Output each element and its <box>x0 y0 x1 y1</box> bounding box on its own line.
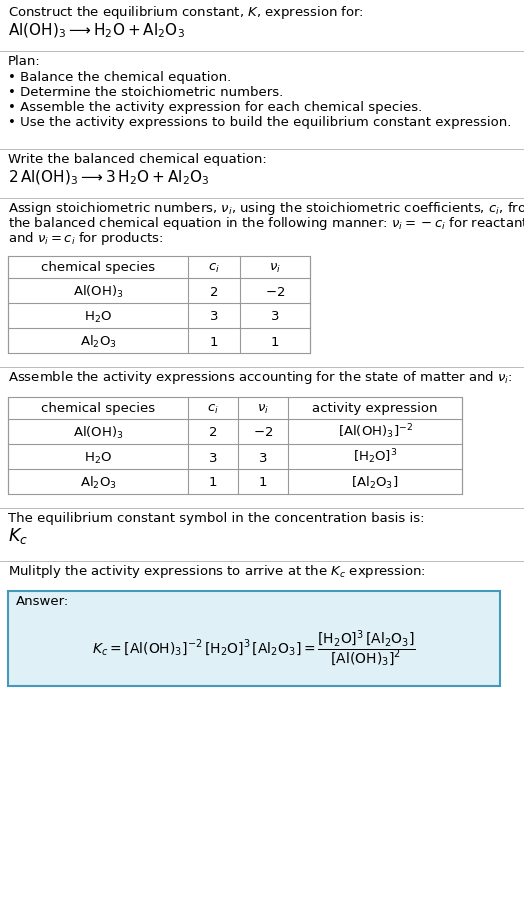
Text: 1: 1 <box>210 335 219 349</box>
Text: 1: 1 <box>271 335 279 349</box>
Text: chemical species: chemical species <box>41 261 155 274</box>
Text: Assign stoichiometric numbers, $\nu_i$, using the stoichiometric coefficients, $: Assign stoichiometric numbers, $\nu_i$, … <box>8 200 524 217</box>
Text: $-2$: $-2$ <box>265 286 285 298</box>
Bar <box>8 256 310 353</box>
Text: $\mathrm{Al(OH)_3}\longrightarrow \mathrm{H_2O+Al_2O_3}$: $\mathrm{Al(OH)_3}\longrightarrow \mathr… <box>8 22 185 40</box>
Text: $\mathrm{H_2O}$: $\mathrm{H_2O}$ <box>84 450 112 466</box>
Text: $c_i$: $c_i$ <box>208 262 220 275</box>
Text: Answer:: Answer: <box>16 595 69 608</box>
Text: 2: 2 <box>210 286 219 298</box>
Bar <box>8 397 462 494</box>
Text: 1: 1 <box>209 476 217 489</box>
Text: and $\nu_i = c_i$ for products:: and $\nu_i = c_i$ for products: <box>8 230 163 247</box>
Text: Plan:: Plan: <box>8 55 41 68</box>
Text: 1: 1 <box>259 476 267 489</box>
Text: Construct the equilibrium constant, $K$, expression for:: Construct the equilibrium constant, $K$,… <box>8 4 364 21</box>
Text: The equilibrium constant symbol in the concentration basis is:: The equilibrium constant symbol in the c… <box>8 512 424 525</box>
Text: $[\mathrm{H_2O}]^{3}$: $[\mathrm{H_2O}]^{3}$ <box>353 448 397 467</box>
Text: chemical species: chemical species <box>41 402 155 415</box>
Text: 3: 3 <box>259 451 267 465</box>
FancyBboxPatch shape <box>8 591 500 686</box>
Text: • Balance the chemical equation.: • Balance the chemical equation. <box>8 71 231 84</box>
Text: $[\mathrm{Al_2O_3}]$: $[\mathrm{Al_2O_3}]$ <box>352 475 399 491</box>
Text: $-2$: $-2$ <box>253 426 273 440</box>
Text: $K_c$: $K_c$ <box>8 526 28 546</box>
Text: $\mathrm{Al(OH)_3}$: $\mathrm{Al(OH)_3}$ <box>73 424 123 441</box>
Text: $\nu_i$: $\nu_i$ <box>269 262 281 275</box>
Text: • Determine the stoichiometric numbers.: • Determine the stoichiometric numbers. <box>8 86 283 99</box>
Text: Assemble the activity expressions accounting for the state of matter and $\nu_i$: Assemble the activity expressions accoun… <box>8 369 512 386</box>
Text: $\mathrm{H_2O}$: $\mathrm{H_2O}$ <box>84 309 112 325</box>
Text: $[\mathrm{Al(OH)_3}]^{-2}$: $[\mathrm{Al(OH)_3}]^{-2}$ <box>337 423 412 441</box>
Text: $\mathrm{Al_2O_3}$: $\mathrm{Al_2O_3}$ <box>80 475 116 491</box>
Text: • Assemble the activity expression for each chemical species.: • Assemble the activity expression for e… <box>8 101 422 114</box>
Text: 3: 3 <box>271 310 279 324</box>
Text: 2: 2 <box>209 426 217 440</box>
Text: $\nu_i$: $\nu_i$ <box>257 403 269 416</box>
Text: 3: 3 <box>209 451 217 465</box>
Text: $K_c = [\mathrm{Al(OH)_3}]^{-2}\,[\mathrm{H_2O}]^{3}\,[\mathrm{Al_2O_3}] = \dfra: $K_c = [\mathrm{Al(OH)_3}]^{-2}\,[\mathr… <box>92 628 416 669</box>
Text: the balanced chemical equation in the following manner: $\nu_i = -c_i$ for react: the balanced chemical equation in the fo… <box>8 215 524 232</box>
Text: Mulitply the activity expressions to arrive at the $K_c$ expression:: Mulitply the activity expressions to arr… <box>8 563 426 580</box>
Text: 3: 3 <box>210 310 219 324</box>
Text: • Use the activity expressions to build the equilibrium constant expression.: • Use the activity expressions to build … <box>8 116 511 129</box>
Text: Write the balanced chemical equation:: Write the balanced chemical equation: <box>8 153 267 166</box>
Text: $\mathrm{Al(OH)_3}$: $\mathrm{Al(OH)_3}$ <box>73 283 123 299</box>
Text: activity expression: activity expression <box>312 402 438 415</box>
Text: $\mathrm{2\,Al(OH)_3}\longrightarrow \mathrm{3\,H_2O+Al_2O_3}$: $\mathrm{2\,Al(OH)_3}\longrightarrow \ma… <box>8 168 209 187</box>
Text: $\mathrm{Al_2O_3}$: $\mathrm{Al_2O_3}$ <box>80 334 116 350</box>
Text: $c_i$: $c_i$ <box>207 403 219 416</box>
